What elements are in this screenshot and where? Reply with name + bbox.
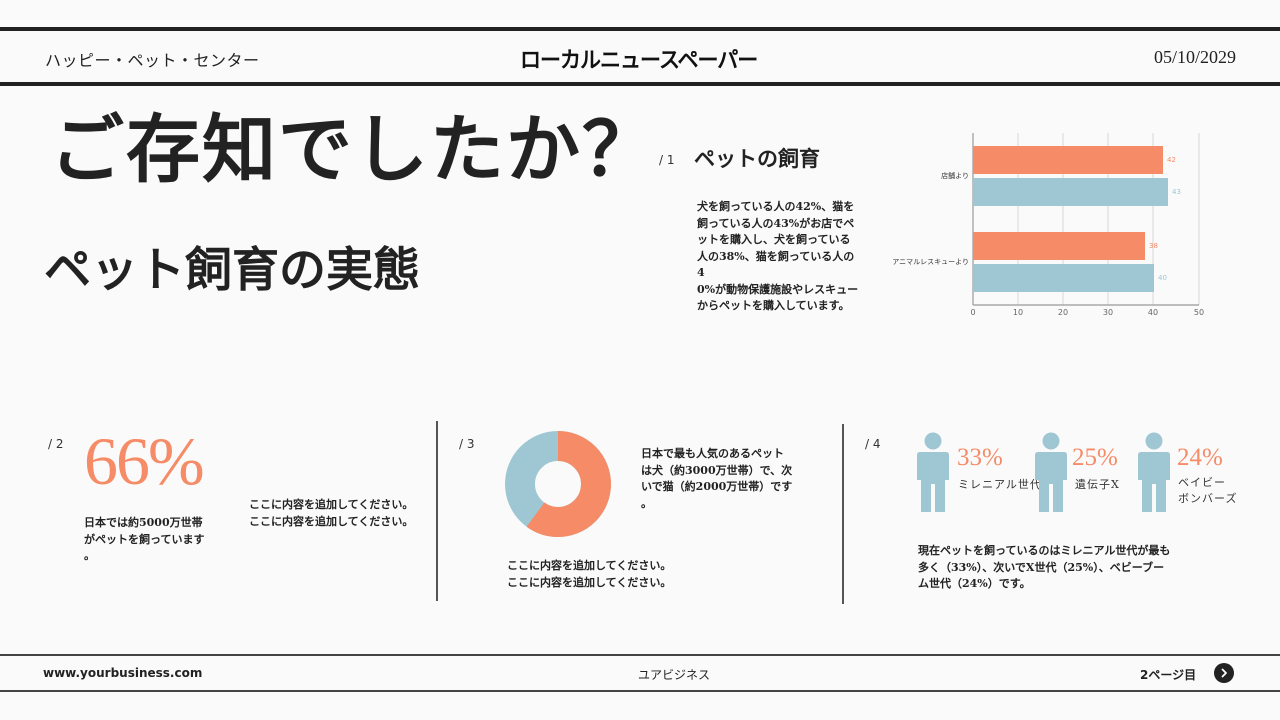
publication-title: ローカルニュースペーパー <box>520 47 758 73</box>
body-line: ここに内容を追加してください。 <box>507 559 672 572</box>
body-line: は犬（約3000万世帯）で、次 <box>641 463 793 477</box>
chart-x-ticks: 0 10 20 30 40 50 <box>970 308 1204 317</box>
bar-label: 42 <box>1167 156 1176 164</box>
body-line: 日本で最も人気のあるペット <box>641 447 784 460</box>
header-top-rule <box>0 27 1280 31</box>
chart-bars <box>973 146 1168 292</box>
section-3-number: / 3 <box>459 437 475 451</box>
body-line: ここに内容を追加してください。 <box>249 498 414 511</box>
generation-pct: 24% <box>1177 444 1223 471</box>
svg-text:20: 20 <box>1058 308 1068 317</box>
person-icon <box>1035 432 1067 512</box>
body-line: 人の38%、猫を飼っている人の <box>697 249 855 263</box>
generation-label: 遺伝子X <box>1075 478 1120 491</box>
section-divider <box>842 424 844 604</box>
bar-store-cat <box>973 178 1168 206</box>
pet-acquisition-bar-chart: 42 43 38 40 店舗より アニマルレスキューより 0 10 20 30 … <box>892 133 1204 317</box>
person-icon <box>917 432 949 512</box>
generation-pct: 33% <box>957 444 1003 471</box>
page-subtitle: ペット飼育の実態 <box>44 243 420 298</box>
svg-text:0: 0 <box>970 308 975 317</box>
organization-name: ハッピー・ペット・センター <box>45 51 260 70</box>
bar-store-dog <box>973 146 1163 174</box>
footer-bottom-rule <box>0 690 1280 692</box>
category-label: 店舗より <box>941 171 969 180</box>
page-indicator: 2ページ目 <box>1140 668 1197 682</box>
body-line: ットを購入し、犬を飼っている <box>697 233 851 246</box>
section-3-description: 日本で最も人気のあるペット は犬（約3000万世帯）で、次 いで猫（約2000万… <box>641 446 811 512</box>
pet-type-donut-chart <box>505 431 611 537</box>
section-4-summary: 現在ペットを飼っているのはミレニアル世代が最も 多く（33%）、次いでX世代（2… <box>918 543 1208 593</box>
body-line: 4 <box>697 266 705 279</box>
chevron-right-icon <box>1221 668 1227 678</box>
label-line: ベイビー <box>1178 476 1226 489</box>
body-line: 。 <box>84 549 95 562</box>
company-name: ユアビジネス <box>638 668 711 682</box>
next-page-button[interactable] <box>1214 663 1234 683</box>
donut-segment-dog <box>505 431 611 537</box>
bar-rescue-dog <box>973 232 1145 260</box>
bar-label: 38 <box>1149 242 1158 250</box>
body-line: 0%が動物保護施設やレスキュー <box>697 282 859 296</box>
website-link[interactable]: www.yourbusiness.com <box>43 666 203 680</box>
section-2-description: 日本では約5000万世帯 がペットを飼っています 。 <box>84 515 224 565</box>
label-line: ボンバーズ <box>1178 491 1238 505</box>
svg-text:50: 50 <box>1194 308 1204 317</box>
footer-top-rule <box>0 654 1280 656</box>
body-line: 多く（33%）、次いでX世代（25%）、ベビーブー <box>918 560 1165 574</box>
section-1-body: 犬を飼っている人の42%、猫を 飼っている人の43%がお店でペ ットを購入し、犬… <box>697 199 872 315</box>
category-label: アニマルレスキューより <box>892 258 969 266</box>
body-line: いで猫（約2000万世帯）です <box>641 480 793 493</box>
pet-household-percentage: 66% <box>84 423 205 499</box>
section-3-placeholder: ここに内容を追加してください。 ここに内容を追加してください。 <box>507 558 697 591</box>
bar-label: 40 <box>1158 274 1167 282</box>
header-bottom-rule <box>0 82 1280 86</box>
svg-text:10: 10 <box>1013 308 1023 317</box>
svg-text:40: 40 <box>1148 308 1158 317</box>
body-line: 飼っている人の43%がお店でペ <box>697 216 855 230</box>
svg-text:30: 30 <box>1103 308 1113 317</box>
issue-date: 05/10/2029 <box>1153 47 1236 67</box>
section-1-number: / 1 <box>659 153 675 167</box>
bar-rescue-cat <box>973 264 1154 292</box>
section-4-number: / 4 <box>865 437 881 451</box>
generation-label: ベイビー ボンバーズ <box>1178 475 1237 507</box>
body-line: 現在ペットを飼っているのはミレニアル世代が最も <box>918 544 1171 557</box>
body-line: 。 <box>641 496 652 510</box>
generation-pct: 25% <box>1072 444 1118 471</box>
section-2-placeholder: ここに内容を追加してください。 ここに内容を追加してください。 <box>249 497 439 530</box>
bar-label: 43 <box>1172 188 1181 196</box>
body-line: からペットを購入しています。 <box>697 299 850 312</box>
person-icon <box>1138 432 1170 512</box>
section-1-title: ペットの飼育 <box>694 146 820 171</box>
body-line: がペットを飼っています <box>84 532 205 546</box>
section-2-number: / 2 <box>48 437 64 451</box>
page-title: ご存知でしたか？ <box>50 107 658 193</box>
body-line: 日本では約5000万世帯 <box>84 516 203 529</box>
body-line: ここに内容を追加してください。 <box>249 514 414 528</box>
body-line: 犬を飼っている人の42%、猫を <box>697 200 855 213</box>
generation-label: ミレニアル世代 <box>958 478 1042 491</box>
body-line: ここに内容を追加してください。 <box>507 575 672 589</box>
body-line: ム世代（24%）です。 <box>918 577 1031 590</box>
section-divider <box>436 421 438 601</box>
